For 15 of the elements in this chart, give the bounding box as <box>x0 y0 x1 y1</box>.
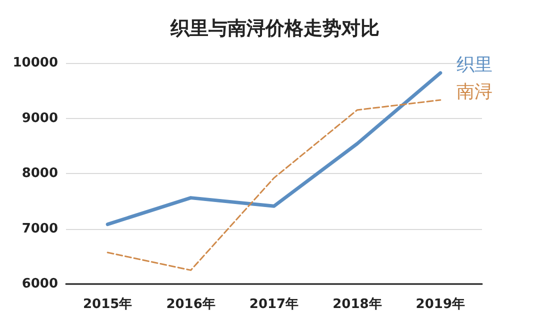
series-label: 织里 <box>456 54 492 76</box>
y-tick-label: 10000 <box>12 56 58 70</box>
y-tick-label: 6000 <box>22 276 58 292</box>
x-tick-label: 2016年 <box>166 297 216 312</box>
x-tick-label: 2015年 <box>83 297 132 312</box>
chart-title: 织里与南浔价格走势对比 <box>170 18 380 40</box>
y-tick-label: 7000 <box>22 221 58 236</box>
line-series <box>106 99 442 271</box>
x-tick-label: 2018年 <box>332 297 382 312</box>
y-tick-label: 8000 <box>22 166 58 181</box>
line-series <box>106 71 442 226</box>
x-tick-label: 2017年 <box>249 297 299 312</box>
series-label: 南浔 <box>456 82 492 103</box>
x-tick-label: 2019年 <box>416 297 465 312</box>
y-tick-label: 9000 <box>22 110 58 126</box>
